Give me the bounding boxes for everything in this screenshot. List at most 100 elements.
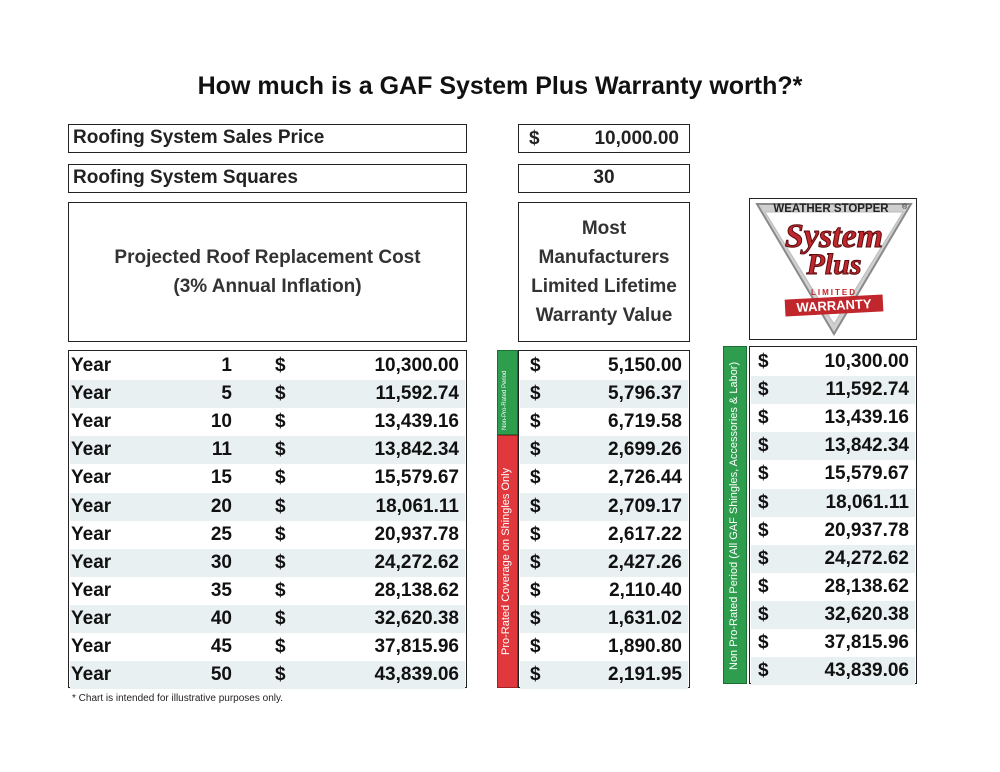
row-projected-currency: $ [275,355,286,376]
table-row: Year 50 $43,839.06 [70,661,465,690]
row-year: 1 [221,355,232,376]
row-most-value: 2,699.26 [608,439,682,461]
table-row: $15,579.67 [751,460,915,488]
table-row: Year 30 $24,272.62 [70,548,465,577]
row-most-currency: $ [530,467,541,489]
row-projected-value: 20,937.78 [374,523,459,545]
table-row: $2,110.40 [520,577,688,605]
most-header-box: Most Manufacturers Limited Lifetime Warr… [518,202,690,342]
row-most-value: 2,726.44 [608,467,682,489]
table-row: $6,719.58 [520,408,688,436]
most-header-line4: Warranty Value [535,305,673,326]
row-most-currency: $ [530,411,541,433]
row-most-value: 2,709.17 [608,495,682,517]
row-projected-value: 24,272.62 [374,551,459,573]
table-row: $2,699.26 [520,436,688,465]
table-row: Year 25 $20,937.78 [70,521,465,549]
row-gaf-currency: $ [758,435,769,457]
table-row: $43,839.06 [751,657,915,686]
table-row: $5,796.37 [520,380,688,409]
row-most-currency: $ [530,607,541,629]
row-gaf-currency: $ [758,603,769,625]
row-gaf-currency: $ [758,351,769,372]
logo-warranty-text: WARRANTY [796,296,872,315]
table-row: Year 35 $28,138.62 [70,577,465,605]
row-label: Year [71,495,112,517]
row-projected-currency: $ [275,551,286,573]
table-row: $20,937.78 [751,517,915,545]
most-header-line2: Manufacturers [538,247,670,268]
row-gaf-currency: $ [758,632,769,653]
row-gaf-currency: $ [758,575,769,597]
row-label: Year [71,579,112,601]
sales-price-value: 10,000.00 [594,128,679,149]
row-year: 35 [210,579,232,601]
squares-label-box: Roofing System Squares [68,164,467,193]
row-gaf-currency: $ [758,491,769,513]
row-most-value: 2,427.26 [608,551,682,573]
table-row: $1,890.80 [520,633,688,661]
row-gaf-value: 13,439.16 [824,407,909,429]
row-gaf-currency: $ [758,379,769,401]
row-most-currency: $ [530,523,541,545]
page-title: How much is a GAF System Plus Warranty w… [197,72,803,100]
row-gaf-value: 24,272.62 [824,547,909,569]
table-row: $2,726.44 [520,464,688,492]
row-most-currency: $ [530,551,541,573]
row-most-currency: $ [530,664,541,686]
row-label: Year [71,467,112,489]
logo-reg-mark: ® [902,203,908,211]
table-row: $2,191.95 [520,661,688,690]
row-label: Year [71,411,112,433]
row-gaf-value: 32,620.38 [824,603,909,625]
row-most-currency: $ [530,355,541,376]
row-projected-value: 43,839.06 [374,664,459,686]
most-header-line1: Most [581,218,627,239]
row-year: 20 [210,495,232,517]
table-row: $1,631.02 [520,604,688,634]
table-row: $10,300.00 [751,348,915,376]
row-gaf-value: 15,579.67 [824,463,909,485]
row-projected-value: 37,815.96 [374,636,459,657]
row-gaf-value: 11,592.74 [825,379,909,401]
row-most-value: 1,631.02 [608,607,682,629]
row-most-value: 5,150.00 [608,355,682,376]
row-year: 45 [210,636,232,657]
table-row: $5,150.00 [520,352,688,380]
row-year: 25 [210,523,232,545]
row-gaf-currency: $ [758,660,769,682]
non-prorated-short-bar-label: Non-Pro-Rated Period [502,370,508,430]
row-label: Year [71,355,112,376]
row-year: 5 [221,383,232,405]
row-gaf-value: 10,300.00 [824,351,909,372]
row-projected-currency: $ [275,383,286,405]
logo-limited-text: LIMITED [811,288,857,297]
table-row: $24,272.62 [751,544,915,573]
row-gaf-value: 43,839.06 [824,660,909,682]
table-row: $13,439.16 [751,404,915,432]
row-gaf-currency: $ [758,547,769,569]
table-row: $2,709.17 [520,492,688,521]
projected-header-line2: (3% Annual Inflation) [173,276,362,297]
row-most-currency: $ [530,383,541,405]
table-row: Year 45 $37,815.96 [70,633,465,661]
row-gaf-value: 37,815.96 [824,632,909,653]
row-year: 40 [210,607,232,629]
non-prorated-short-bar [497,350,518,435]
logo-brand-line2: Plus [805,248,861,281]
row-most-value: 6,719.58 [608,411,682,433]
row-most-value: 2,110.40 [609,579,682,601]
logo-top-text: WEATHER STOPPER [773,203,889,215]
row-label: Year [71,551,112,573]
row-projected-value: 18,061.11 [375,495,459,517]
system-plus-logo: WEATHER STOPPER ® System Plus LIMITED WA… [755,203,913,336]
system-plus-logo-box: WEATHER STOPPER ® System Plus LIMITED WA… [749,198,917,340]
row-projected-value: 13,439.16 [374,411,459,433]
row-projected-currency: $ [275,523,286,545]
prorated-bar [497,435,518,688]
logo-brand-line1: System [785,218,883,255]
row-projected-value: 13,842.34 [374,439,459,461]
row-projected-currency: $ [275,411,286,433]
sales-price-label: Roofing System Sales Price [73,127,325,148]
row-projected-currency: $ [275,579,286,601]
